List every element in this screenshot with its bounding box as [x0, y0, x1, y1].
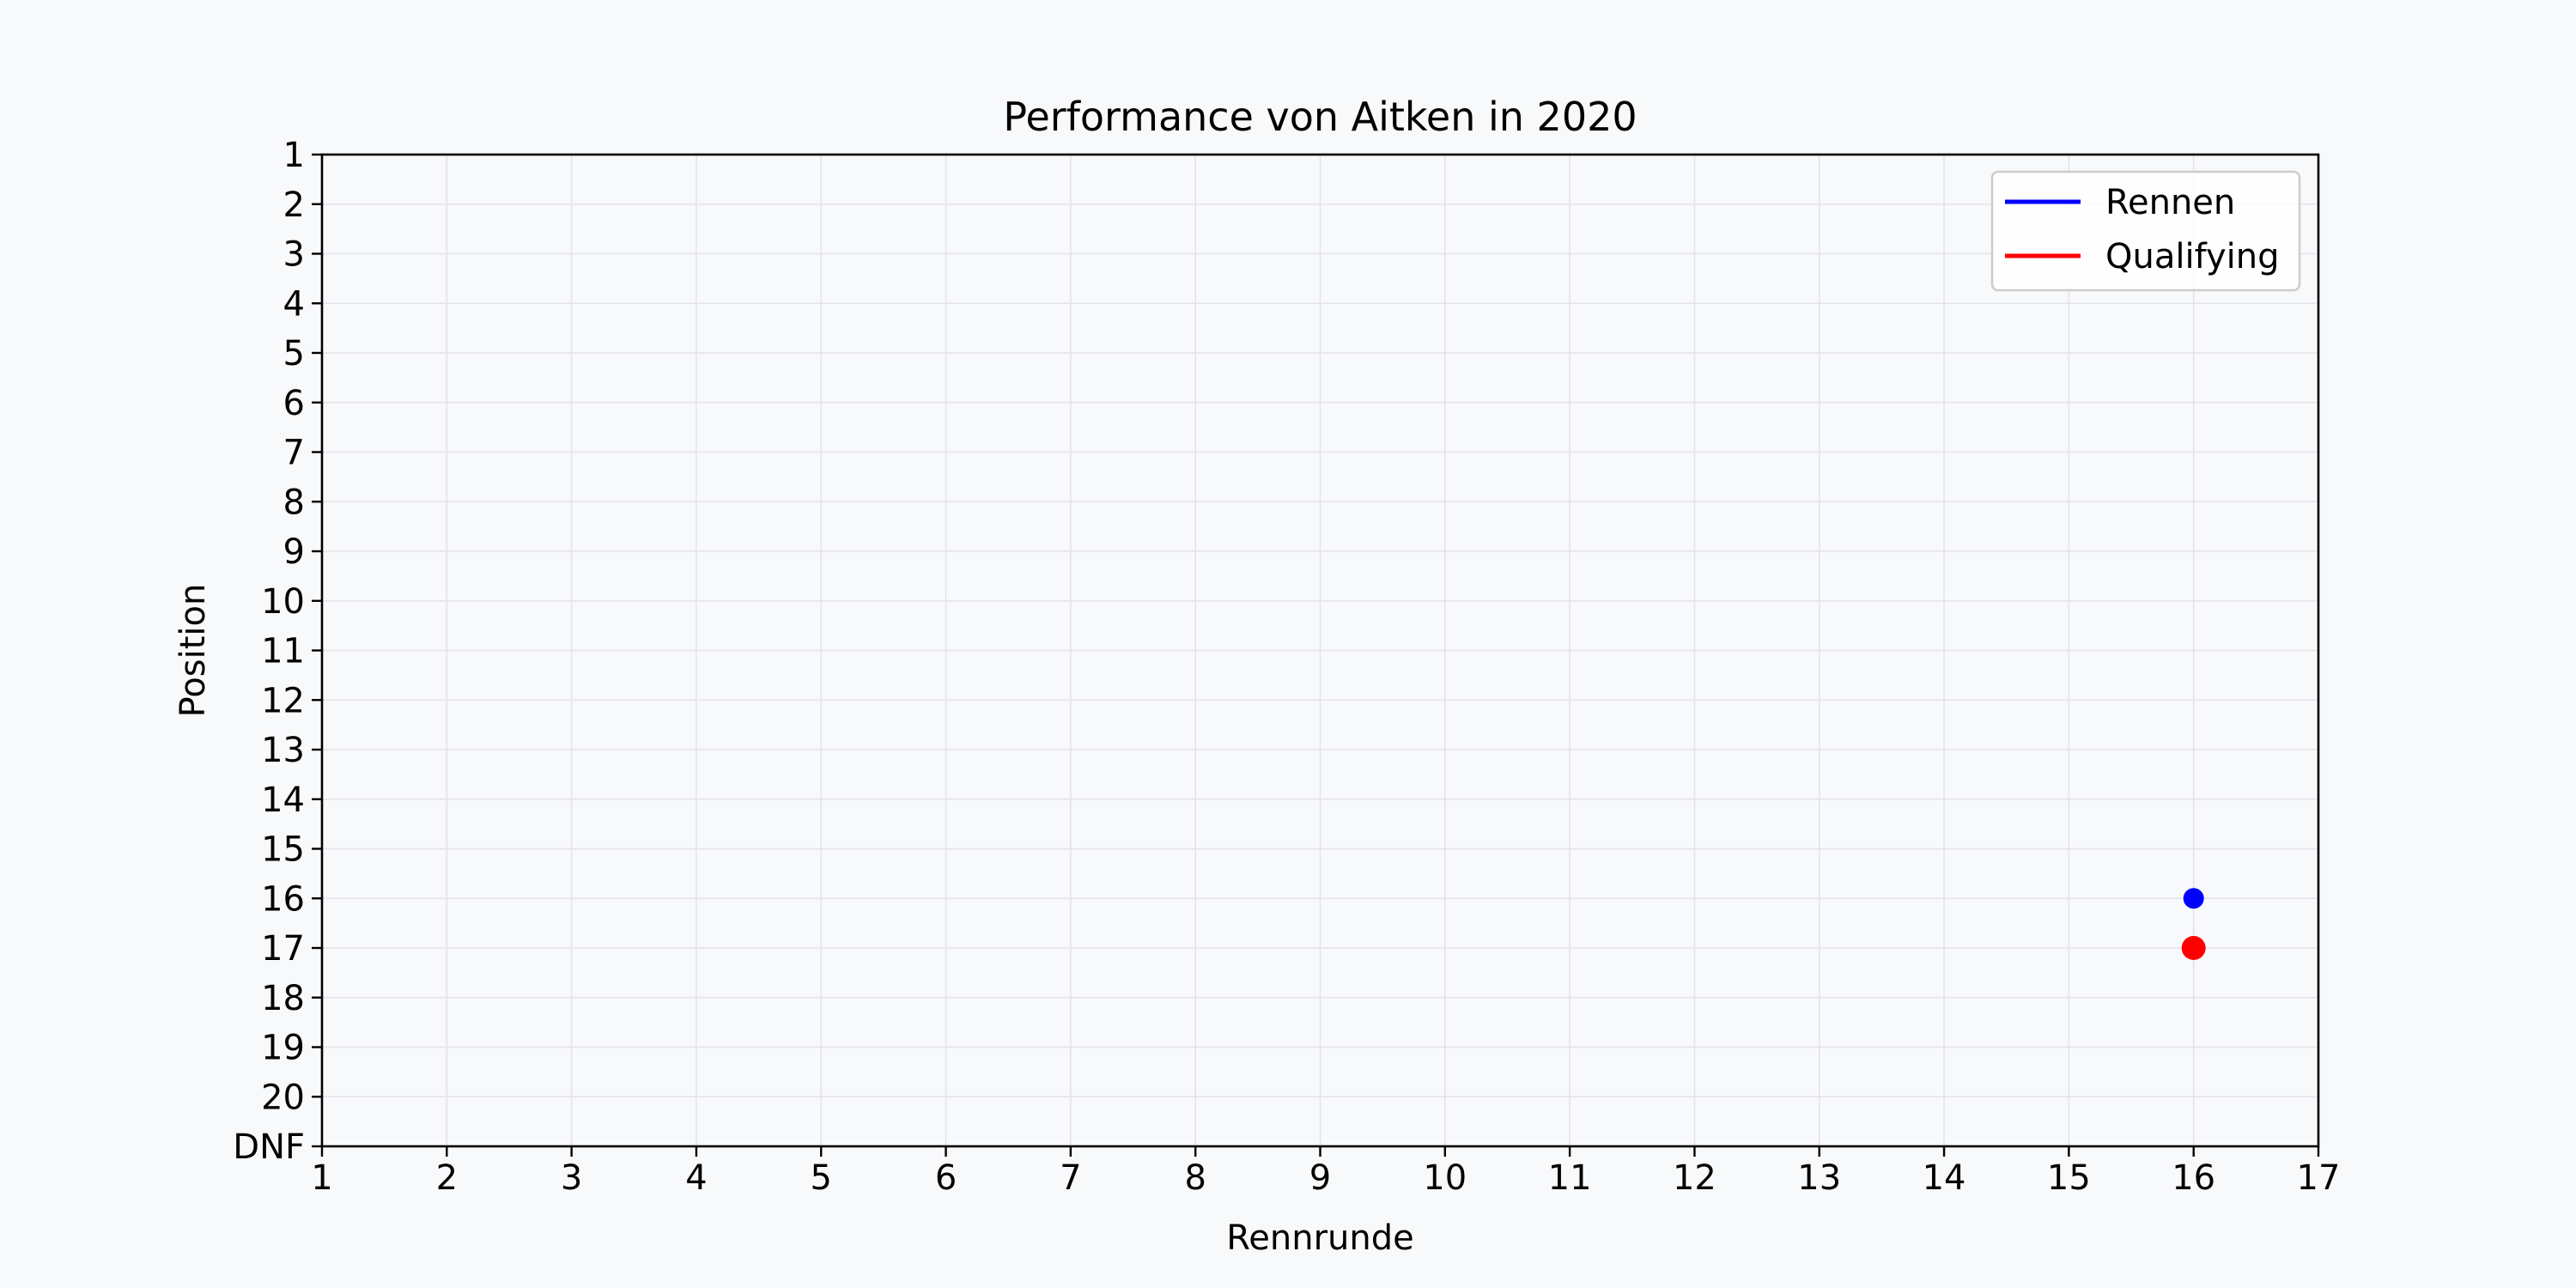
y-tick-label: 14 [261, 781, 305, 820]
x-axis-label: Rennrunde [1226, 1218, 1413, 1258]
y-tick-label: DNF [233, 1127, 305, 1167]
x-tick-label: 4 [685, 1158, 707, 1198]
y-tick-label: 10 [261, 582, 305, 622]
y-tick-label: 5 [283, 334, 305, 374]
y-tick-label: 19 [261, 1029, 305, 1068]
y-tick-label: 9 [283, 532, 305, 572]
y-tick-label: 16 [261, 879, 305, 919]
x-tick-label: 15 [2047, 1158, 2091, 1198]
x-tick-label: 14 [1923, 1158, 1966, 1198]
y-tick-label: 12 [261, 681, 305, 720]
data-point-rennen [2183, 888, 2204, 909]
y-tick-label: 15 [261, 830, 305, 870]
x-tick-label: 3 [561, 1158, 582, 1198]
x-tick-label: 5 [811, 1158, 832, 1198]
y-tick-label: 2 [283, 185, 305, 225]
y-tick-label: 3 [283, 235, 305, 275]
x-tick-label: 11 [1548, 1158, 1592, 1198]
x-tick-label: 6 [935, 1158, 957, 1198]
x-tick-label: 13 [1797, 1158, 1841, 1198]
data-point-qualifying [2181, 936, 2206, 960]
x-tick-label: 7 [1060, 1158, 1081, 1198]
x-tick-label: 8 [1184, 1158, 1206, 1198]
y-tick-label: 13 [261, 731, 305, 770]
y-tick-label: 20 [261, 1078, 305, 1117]
x-tick-label: 17 [2297, 1158, 2341, 1198]
x-tick-label: 10 [1423, 1158, 1467, 1198]
x-tick-label: 9 [1309, 1158, 1331, 1198]
y-tick-label: 6 [283, 384, 305, 423]
y-tick-label: 18 [261, 979, 305, 1018]
y-tick-label: 8 [283, 483, 305, 522]
grid [321, 154, 2319, 1147]
y-tick-label: 7 [283, 434, 305, 473]
chart-title: Performance von Aitken in 2020 [1003, 94, 1637, 140]
x-tick-label: 1 [311, 1158, 332, 1198]
x-tick-label: 16 [2172, 1158, 2215, 1198]
y-tick-label: 1 [283, 136, 305, 175]
y-tick-label: 11 [261, 632, 305, 671]
legend-label-rennen: Rennen [2105, 183, 2235, 222]
y-tick-label: 17 [261, 929, 305, 969]
y-axis-label: Position [173, 584, 213, 718]
y-tick-label: 4 [283, 284, 305, 324]
legend-label-qualifying: Qualifying [2105, 237, 2279, 276]
plot-marks [2181, 888, 2206, 960]
x-tick-label: 12 [1673, 1158, 1716, 1198]
legend: Rennen Qualifying [1990, 170, 2301, 292]
x-axis: 1 2 3 4 5 6 7 8 9 10 11 12 13 14 15 16 17 [311, 1146, 2340, 1198]
x-tick-label: 2 [436, 1158, 458, 1198]
